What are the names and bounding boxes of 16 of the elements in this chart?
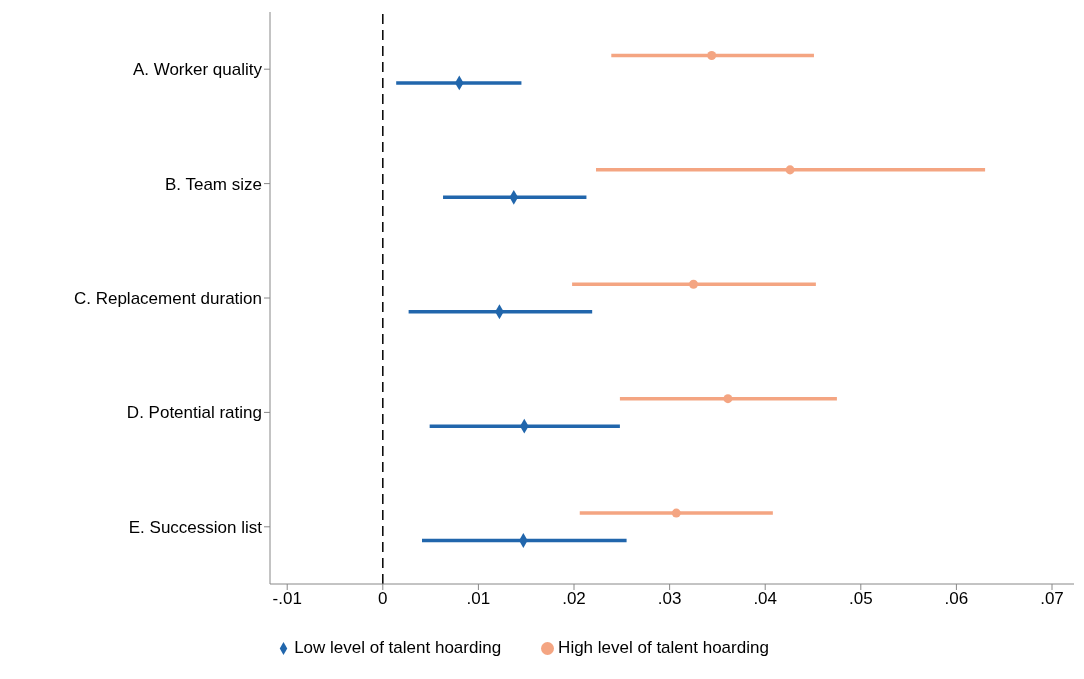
x-tick-label: -.01	[272, 589, 302, 609]
y-tick-label: B. Team size	[164, 174, 262, 194]
y-tick-label: A. Worker quality	[132, 60, 263, 80]
y-tick-label: C. Replacement duration	[73, 289, 262, 309]
legend-label: High level of talent hoarding	[558, 638, 769, 657]
x-tick-label: .05	[848, 589, 873, 609]
x-tick-label: .02	[562, 589, 586, 609]
x-tick-label: .03	[657, 589, 682, 609]
y-tick-label: E. Succession list	[128, 517, 263, 537]
x-tick-label: .07	[1040, 589, 1064, 609]
x-tick-label: .04	[753, 589, 778, 609]
x-tick-label: .06	[944, 589, 969, 609]
x-tick-label: 0	[378, 589, 388, 609]
legend-label: Low level of talent hoarding	[294, 638, 502, 657]
y-tick-label: D. Potential rating	[126, 403, 262, 423]
x-tick-label: .01	[466, 589, 491, 609]
